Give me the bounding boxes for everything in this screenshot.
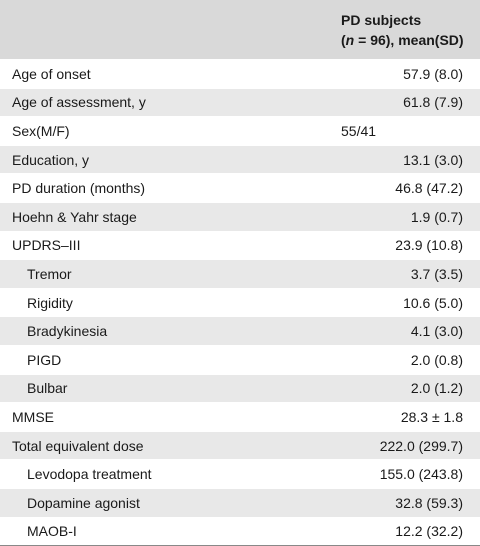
- row-label: Bradykinesia: [0, 323, 335, 339]
- row-label: Education, y: [0, 152, 335, 168]
- row-value: 2.0 (1.2): [335, 380, 463, 396]
- table-row: Rigidity 10.6 (5.0): [0, 289, 480, 318]
- row-value: 2.0 (0.8): [335, 352, 463, 368]
- table-row: Hoehn & Yahr stage 1.9 (0.7): [0, 203, 480, 232]
- row-label: PD duration (months): [0, 180, 335, 196]
- row-value: 3.7 (3.5): [335, 266, 463, 282]
- header-n-rest: = 96), mean(SD): [354, 32, 463, 48]
- row-label: Tremor: [0, 266, 335, 282]
- row-value: 222.0 (299.7): [335, 438, 463, 454]
- row-value: 4.1 (3.0): [335, 323, 463, 339]
- header-subtitle: (n = 96), mean(SD): [341, 30, 480, 50]
- row-label: Total equivalent dose: [0, 438, 335, 454]
- table-row: Sex(M/F) 55/41: [0, 117, 480, 146]
- row-value: 13.1 (3.0): [335, 152, 463, 168]
- table-row: Age of assessment, y 61.8 (7.9): [0, 89, 480, 118]
- table-row: MAOB-I 12.2 (32.2): [0, 518, 480, 546]
- table-row: UPDRS–III 23.9 (10.8): [0, 232, 480, 261]
- row-value: 28.3 ± 1.8: [335, 409, 463, 425]
- row-label: Age of assessment, y: [0, 94, 335, 110]
- row-value: 55/41: [335, 123, 463, 139]
- header-title: PD subjects: [341, 10, 480, 30]
- row-value: 61.8 (7.9): [335, 94, 463, 110]
- table-header: PD subjects (n = 96), mean(SD): [0, 0, 480, 60]
- header-label-cell: [0, 0, 335, 59]
- table-row: PIGD 2.0 (0.8): [0, 346, 480, 375]
- row-label: MAOB-I: [0, 523, 335, 539]
- header-value-cell: PD subjects (n = 96), mean(SD): [335, 0, 480, 59]
- row-label: Rigidity: [0, 295, 335, 311]
- row-label: Bulbar: [0, 380, 335, 396]
- table-row: Education, y 13.1 (3.0): [0, 146, 480, 175]
- row-label: Sex(M/F): [0, 123, 335, 139]
- row-value: 1.9 (0.7): [335, 209, 463, 225]
- row-value: 10.6 (5.0): [335, 295, 463, 311]
- table-row: Dopamine agonist 32.8 (59.3): [0, 489, 480, 518]
- header-n: n: [346, 32, 355, 48]
- table-row: Levodopa treatment 155.0 (243.8): [0, 460, 480, 489]
- row-value: 32.8 (59.3): [335, 495, 463, 511]
- table-row: Tremor 3.7 (3.5): [0, 260, 480, 289]
- table-row: Age of onset 57.9 (8.0): [0, 60, 480, 89]
- row-label: UPDRS–III: [0, 237, 335, 253]
- row-label: Dopamine agonist: [0, 495, 335, 511]
- row-value: 155.0 (243.8): [335, 466, 463, 482]
- row-value: 23.9 (10.8): [335, 237, 463, 253]
- table-row: PD duration (months) 46.8 (47.2): [0, 174, 480, 203]
- row-value: 57.9 (8.0): [335, 66, 463, 82]
- row-value: 12.2 (32.2): [335, 523, 463, 539]
- table-row: Total equivalent dose 222.0 (299.7): [0, 432, 480, 461]
- row-label: MMSE: [0, 409, 335, 425]
- row-value: 46.8 (47.2): [335, 180, 463, 196]
- table-row: Bradykinesia 4.1 (3.0): [0, 317, 480, 346]
- row-label: Hoehn & Yahr stage: [0, 209, 335, 225]
- row-label: Levodopa treatment: [0, 466, 335, 482]
- row-label: PIGD: [0, 352, 335, 368]
- table-row: Bulbar 2.0 (1.2): [0, 375, 480, 404]
- table-row: MMSE 28.3 ± 1.8: [0, 403, 480, 432]
- row-label: Age of onset: [0, 66, 335, 82]
